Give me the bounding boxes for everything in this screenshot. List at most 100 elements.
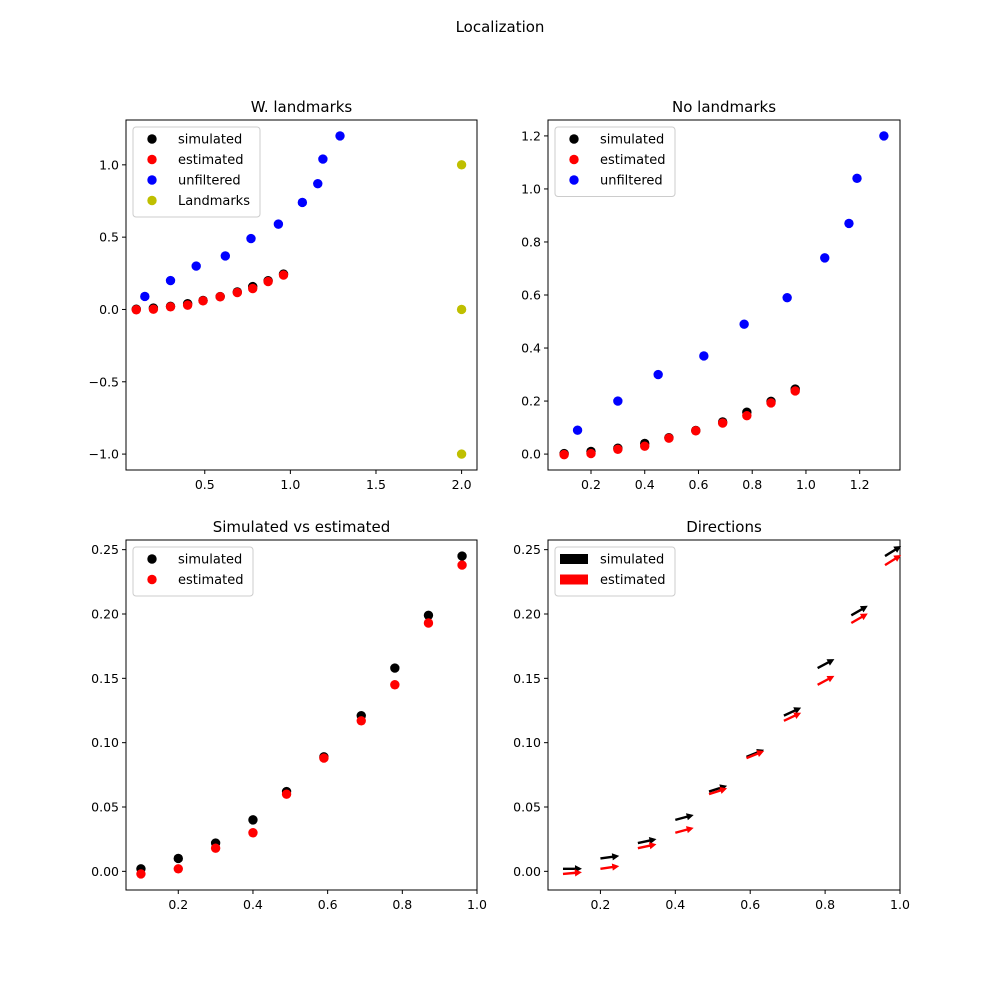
y-tick-label: 0.10 bbox=[91, 735, 119, 750]
direction-arrow bbox=[675, 813, 694, 822]
y-tick-label: 0.6 bbox=[521, 288, 541, 303]
data-point bbox=[191, 261, 201, 271]
x-tick-label: 1.5 bbox=[366, 477, 386, 492]
x-tick-label: 1.2 bbox=[850, 477, 870, 492]
direction-arrow-shape bbox=[708, 787, 728, 796]
series-estimated bbox=[559, 386, 800, 460]
x-tick-label: 0.8 bbox=[742, 477, 762, 492]
legend-marker bbox=[569, 134, 579, 144]
data-point bbox=[165, 302, 176, 312]
series-unfiltered bbox=[140, 131, 345, 302]
data-point bbox=[640, 441, 650, 451]
data-point bbox=[356, 716, 366, 726]
x-tick-label: 1.0 bbox=[890, 897, 910, 912]
data-point bbox=[318, 154, 328, 164]
chart-title: Directions bbox=[686, 518, 762, 536]
x-tick-label: 2.0 bbox=[452, 477, 472, 492]
direction-arrow bbox=[637, 837, 657, 845]
y-tick-label: 1.0 bbox=[99, 157, 119, 172]
direction-arrow bbox=[600, 863, 620, 871]
axes-frame bbox=[125, 539, 478, 891]
data-point bbox=[423, 610, 434, 620]
x-tick-label: 0.6 bbox=[318, 897, 338, 912]
legend-marker bbox=[147, 554, 157, 564]
data-point bbox=[586, 448, 596, 459]
direction-arrow-shape bbox=[637, 842, 657, 850]
data-point bbox=[220, 251, 231, 261]
legend-swatch bbox=[560, 554, 588, 564]
direction-arrow-shape bbox=[637, 837, 657, 845]
direction-arrow bbox=[637, 842, 657, 850]
series-estimated bbox=[136, 560, 467, 879]
data-point bbox=[335, 131, 345, 141]
direction-arrow bbox=[708, 787, 728, 796]
legend: simulated estimated unfiltered bbox=[554, 126, 676, 197]
chart-panel-2: No landmarks 0.2 0.4 0.6 0.8 1.0 1.2 0.0 0.2 0.4 0… bbox=[521, 98, 901, 492]
data-point bbox=[390, 663, 400, 673]
y-tick-label: 0.20 bbox=[91, 606, 119, 621]
legend-marker bbox=[569, 175, 579, 185]
legend-label: estimated bbox=[600, 573, 665, 588]
y-tick-label: −1.0 bbox=[89, 447, 119, 462]
data-point bbox=[165, 275, 176, 286]
direction-arrow bbox=[884, 546, 902, 558]
x-tick-label: 0.4 bbox=[665, 897, 685, 912]
series-estimated bbox=[131, 270, 289, 315]
data-point bbox=[782, 292, 792, 303]
chart-panel-1: W. landmarks 0.5 1.0 1.5 2.0 −1.0 −0.5 0.0 0.5 1.… bbox=[89, 98, 478, 492]
data-point bbox=[173, 853, 183, 864]
data-point bbox=[844, 218, 854, 229]
legend-marker bbox=[569, 154, 579, 165]
legend-marker bbox=[147, 195, 157, 206]
data-point bbox=[457, 560, 467, 570]
data-point bbox=[263, 276, 273, 287]
data-point bbox=[210, 843, 221, 853]
legend-marker bbox=[147, 175, 157, 185]
direction-arrow bbox=[783, 712, 802, 722]
data-point bbox=[456, 449, 467, 459]
legend-frame bbox=[132, 126, 261, 218]
x-tick-label: 0.4 bbox=[635, 477, 655, 492]
legend-label: unfiltered bbox=[178, 174, 241, 189]
y-tick-label: 0.05 bbox=[513, 800, 541, 815]
x-tick-label: 0.5 bbox=[195, 477, 215, 492]
data-point bbox=[572, 425, 583, 435]
legend: simulated estimated unfiltered Landmarks bbox=[132, 126, 261, 218]
y-tick-label: 0.20 bbox=[513, 606, 541, 621]
x-tick-label: 0.2 bbox=[581, 477, 601, 492]
direction-arrow-shape bbox=[783, 707, 802, 717]
data-point bbox=[613, 444, 623, 455]
y-tick-label: 0.05 bbox=[91, 800, 119, 815]
direction-arrow-shape bbox=[600, 863, 620, 871]
direction-arrow bbox=[600, 853, 620, 861]
direction-arrow-shape bbox=[708, 784, 728, 793]
direction-arrow bbox=[817, 675, 835, 686]
direction-arrow-shape bbox=[817, 659, 835, 670]
figure-title: Localization bbox=[456, 18, 545, 36]
y-tick-label: 0.0 bbox=[521, 447, 541, 462]
direction-arrow bbox=[675, 826, 694, 834]
data-point bbox=[691, 426, 701, 436]
data-point bbox=[182, 300, 193, 310]
data-point bbox=[248, 815, 258, 825]
direction-arrow-shape bbox=[600, 853, 620, 861]
direction-arrow bbox=[708, 784, 728, 793]
direction-arrow-shape bbox=[562, 869, 582, 877]
legend-label: unfiltered bbox=[600, 174, 663, 189]
legend-label: estimated bbox=[178, 153, 243, 168]
legend: simulated estimated bbox=[554, 546, 676, 597]
series-landmarks bbox=[456, 160, 467, 459]
y-tick-label: 0.10 bbox=[513, 735, 541, 750]
x-tick-label: 0.8 bbox=[815, 897, 835, 912]
direction-arrow-shape bbox=[850, 613, 868, 625]
legend-frame bbox=[554, 126, 676, 197]
direction-arrow bbox=[746, 750, 765, 760]
chart-title: W. landmarks bbox=[251, 98, 353, 116]
data-point bbox=[664, 433, 674, 443]
direction-arrow-shape bbox=[817, 675, 835, 686]
data-point bbox=[559, 449, 569, 460]
direction-arrow-shape bbox=[675, 826, 694, 834]
x-tick-label: 1.0 bbox=[796, 477, 816, 492]
direction-arrow bbox=[850, 613, 868, 625]
